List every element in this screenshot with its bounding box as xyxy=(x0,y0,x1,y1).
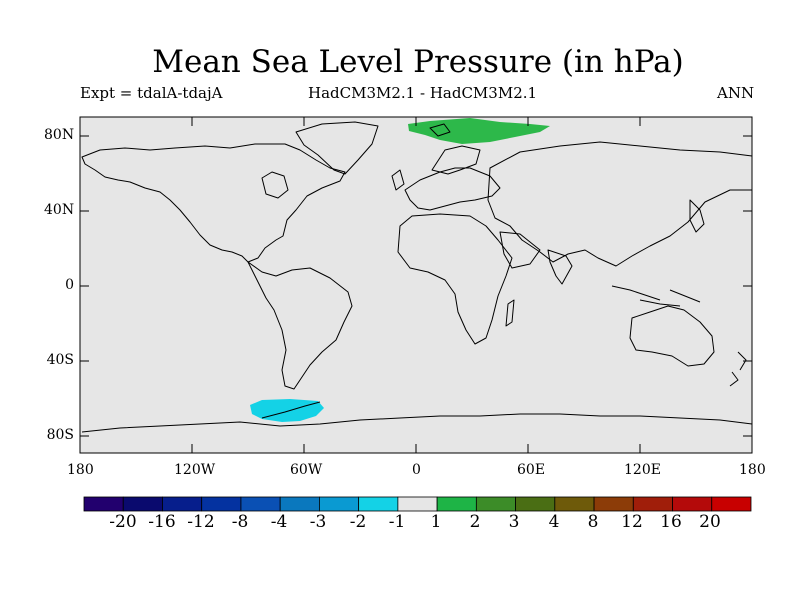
colorbar-swatch xyxy=(436,496,477,512)
colorbar-label: -3 xyxy=(309,512,327,532)
colorbar-swatch xyxy=(593,496,634,512)
hudson-bay xyxy=(261,171,289,199)
lat-tick-label: 0 xyxy=(65,277,74,293)
colorbar-label: -12 xyxy=(187,512,215,532)
colorbar-swatch xyxy=(672,496,713,512)
colorbar-swatch xyxy=(201,496,242,512)
map-background xyxy=(80,117,752,453)
asia-coast xyxy=(487,141,753,267)
africa-coast xyxy=(397,213,513,345)
australia-coast xyxy=(629,305,715,367)
lon-tick-label: 180 xyxy=(67,462,94,478)
colorbar-label: -8 xyxy=(231,512,249,532)
lat-tick-label: 40S xyxy=(46,352,74,368)
colorbar-label: 2 xyxy=(469,512,481,532)
colorbar-label: -20 xyxy=(109,512,137,532)
colorbar-label: -1 xyxy=(388,512,406,532)
antarctica-coast xyxy=(81,413,753,433)
lat-tick-label: 80S xyxy=(46,427,74,443)
colorbar-swatch xyxy=(554,496,595,512)
colorbar-label: 8 xyxy=(587,512,599,532)
antarctic-peninsula xyxy=(261,401,321,419)
colorbar-swatch xyxy=(279,496,320,512)
north-america-coast xyxy=(81,143,346,263)
colorbar-swatch xyxy=(475,496,516,512)
colorbar-label: 16 xyxy=(660,512,682,532)
lon-tick-label: 60W xyxy=(290,462,323,478)
colorbar-swatch xyxy=(122,496,163,512)
colorbar-swatch xyxy=(162,496,203,512)
colorbar-swatch xyxy=(240,496,281,512)
svalbard xyxy=(429,123,451,137)
season-label: ANN xyxy=(717,84,755,102)
lon-tick-label: 60E xyxy=(517,462,546,478)
map-title: Mean Sea Level Pressure (in hPa) xyxy=(152,44,684,80)
lon-tick-label: 180 xyxy=(739,462,766,478)
arabia-coast xyxy=(499,231,541,269)
lon-tick-label: 120W xyxy=(174,462,216,478)
british-isles xyxy=(391,169,405,191)
model-label: HadCM3M2.1 - HadCM3M2.1 xyxy=(308,84,538,102)
coastlines xyxy=(81,121,753,433)
new-zealand xyxy=(729,351,747,387)
colorbar-swatch xyxy=(319,496,360,512)
india-coast xyxy=(547,249,573,285)
south-america-coast xyxy=(247,261,353,390)
japan-coast xyxy=(689,199,705,233)
indonesia-islands xyxy=(611,285,701,307)
colorbar-label: 3 xyxy=(508,512,520,532)
colorbar-label: 20 xyxy=(699,512,721,532)
colorbar-label: 4 xyxy=(548,512,560,532)
lat-tick-label: 40N xyxy=(44,202,75,218)
colorbar-swatch xyxy=(358,496,399,512)
colorbar-label: -4 xyxy=(270,512,288,532)
colorbar-swatch xyxy=(711,496,752,512)
axis-ticks xyxy=(79,117,753,453)
madagascar xyxy=(505,299,515,327)
experiment-label: Expt = tdalA-tdajA xyxy=(80,84,223,102)
scandinavia-coast xyxy=(431,145,481,175)
colorbar-swatch xyxy=(515,496,556,512)
colorbar-swatch xyxy=(83,496,124,512)
greenland-coast xyxy=(295,121,379,175)
colorbar-swatch xyxy=(632,496,673,512)
lon-tick-label: 0 xyxy=(412,462,421,478)
europe-coast xyxy=(404,167,501,211)
lon-tick-label: 120E xyxy=(624,462,661,478)
colorbar-label: 1 xyxy=(430,512,442,532)
colorbar-label: 12 xyxy=(621,512,643,532)
colorbar-label: -16 xyxy=(148,512,176,532)
lat-tick-label: 80N xyxy=(44,127,75,143)
colorbar-swatch xyxy=(397,496,438,512)
colorbar-label: -2 xyxy=(349,512,367,532)
